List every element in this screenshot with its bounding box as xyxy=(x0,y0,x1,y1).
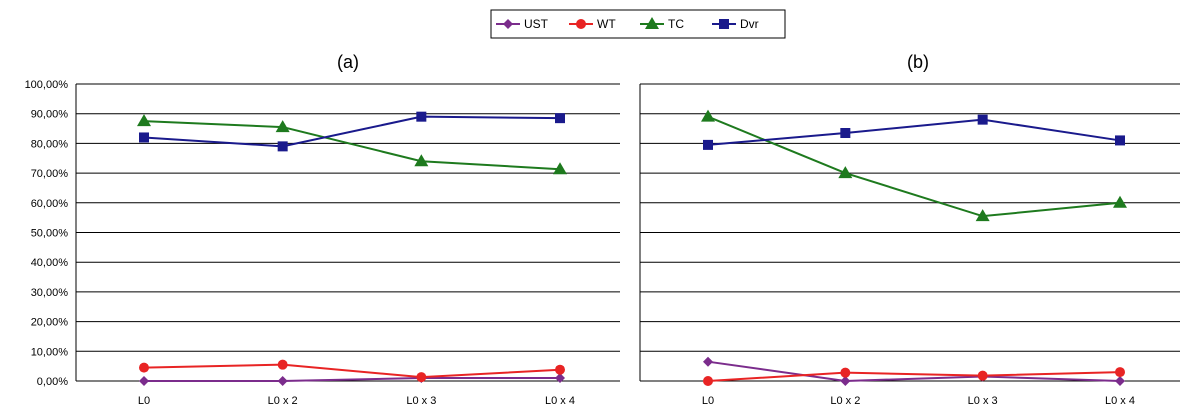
data-point xyxy=(975,209,990,222)
x-tick-label: L0 xyxy=(702,395,714,407)
legend-label: WT xyxy=(597,17,616,31)
legend-item-dvr: Dvr xyxy=(712,17,759,31)
legend-item-wt: WT xyxy=(569,17,616,31)
data-point xyxy=(553,162,567,175)
data-point xyxy=(840,367,851,378)
y-tick-label: 100,00% xyxy=(25,79,69,91)
data-point xyxy=(416,372,427,383)
legend-marker xyxy=(576,19,586,29)
panel-b: (b) L0 L0 x 2 L0 x 3 L0 x 4 xyxy=(639,52,1180,407)
data-point xyxy=(137,114,151,127)
legend-label: TC xyxy=(668,17,684,31)
legend-item-ust: UST xyxy=(496,17,549,31)
data-point xyxy=(1115,367,1125,378)
data-point xyxy=(838,166,853,179)
legend-label: Dvr xyxy=(740,17,759,31)
y-tick-label: 40,00% xyxy=(31,257,69,269)
series-wt xyxy=(703,367,1125,386)
series-dvr xyxy=(703,114,1125,150)
series-line xyxy=(144,377,560,382)
series-line xyxy=(707,360,1121,383)
data-point xyxy=(416,111,427,122)
data-point xyxy=(1113,195,1127,208)
data-point xyxy=(277,141,288,152)
data-point xyxy=(840,376,851,386)
data-point xyxy=(414,154,429,167)
series-line xyxy=(707,118,1121,146)
series-line xyxy=(707,371,1121,382)
legend-marker xyxy=(719,19,729,29)
data-point xyxy=(703,356,713,367)
x-tick-label: L0 x 2 xyxy=(268,395,298,407)
y-tick-label: 10,00% xyxy=(31,346,69,358)
x-tick-label: L0 x 4 xyxy=(1105,395,1135,407)
data-point xyxy=(1115,135,1125,146)
x-tick-label: L0 x 2 xyxy=(830,395,860,407)
data-point xyxy=(703,139,713,150)
y-tick-label: 60,00% xyxy=(31,198,69,210)
y-tick-label: 20,00% xyxy=(31,317,69,329)
series-wt xyxy=(139,359,565,383)
legend-item-tc: TC xyxy=(640,17,684,31)
series-tc xyxy=(701,109,1127,222)
data-point xyxy=(977,114,988,125)
panel-a: (a) 0,00% 10,00% 20,00% 30,00% 40,00% 50,00% 60… xyxy=(25,52,620,407)
data-point xyxy=(139,376,149,386)
data-point xyxy=(139,132,149,143)
data-point xyxy=(840,128,851,139)
series-line xyxy=(707,115,1121,218)
data-point xyxy=(555,373,565,384)
series-dvr xyxy=(139,111,565,152)
data-point xyxy=(703,376,713,386)
data-point xyxy=(277,376,288,386)
data-point xyxy=(1115,376,1125,386)
data-point xyxy=(701,109,715,122)
panel-title: (a) xyxy=(337,52,359,72)
series-line xyxy=(143,115,561,148)
y-tick-label: 80,00% xyxy=(31,138,69,150)
legend-marker xyxy=(503,19,513,29)
series-line xyxy=(143,363,561,379)
x-tick-label: L0 x 4 xyxy=(545,395,575,407)
y-tick-label: 0,00% xyxy=(37,376,68,388)
data-point xyxy=(555,113,565,124)
x-tick-label: L0 x 3 xyxy=(968,395,998,407)
y-tick-label: 90,00% xyxy=(31,109,69,121)
series-tc xyxy=(137,114,567,175)
x-tick-label: L0 xyxy=(138,395,150,407)
y-tick-label: 30,00% xyxy=(31,287,69,299)
series-ust xyxy=(703,356,1125,386)
data-point xyxy=(277,359,288,370)
data-point xyxy=(555,364,565,375)
y-tick-label: 70,00% xyxy=(31,168,69,180)
series-ust xyxy=(139,373,565,386)
series-line xyxy=(143,120,561,171)
x-tick-label: L0 x 3 xyxy=(406,395,436,407)
data-point xyxy=(275,120,290,133)
panel-title: (b) xyxy=(907,52,929,72)
y-tick-label: 50,00% xyxy=(31,228,69,240)
legend-label: UST xyxy=(524,17,549,31)
legend: UST WT TC Dvr xyxy=(490,9,786,39)
data-point xyxy=(977,370,988,381)
data-point xyxy=(139,362,149,373)
legend-marker xyxy=(645,17,659,29)
